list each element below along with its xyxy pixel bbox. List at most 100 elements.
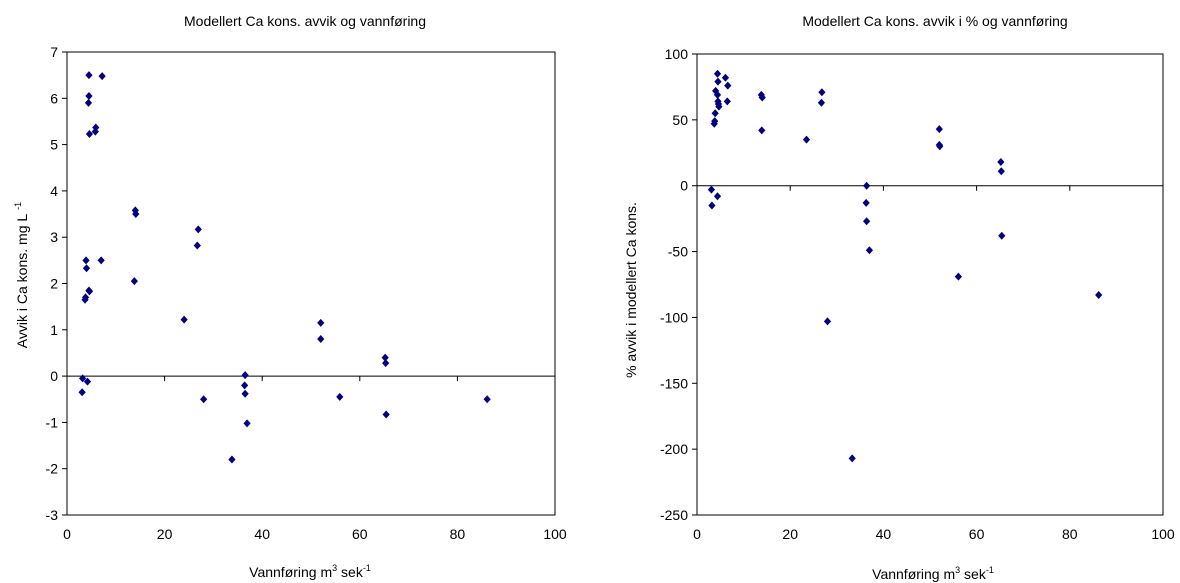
data-point: [85, 71, 93, 80]
data-point: [382, 359, 390, 368]
data-point: [85, 287, 94, 296]
x-tick-label: 20: [782, 526, 798, 542]
data-point: [1095, 291, 1103, 300]
data-point: [818, 88, 826, 97]
data-point: [935, 125, 943, 134]
data-point: [723, 97, 731, 106]
chart-left-title: Modellert Ca kons. avvik og vannføring: [184, 13, 426, 29]
data-point: [317, 318, 325, 327]
data-point: [91, 127, 99, 136]
x-tick-label: 0: [693, 526, 701, 542]
data-point: [713, 192, 722, 201]
data-point: [954, 272, 963, 281]
data-point: [228, 455, 236, 464]
data-point: [243, 419, 251, 428]
y-tick-label: -200: [660, 441, 688, 457]
data-point: [713, 69, 722, 78]
data-point: [92, 123, 100, 132]
data-point: [241, 389, 249, 398]
chart-left-y-axis-label: Avvik i Ca kons. mg L-1: [13, 202, 30, 348]
chart-right-plot-frame: [696, 53, 1164, 516]
x-tick-label: 20: [157, 526, 173, 542]
data-point: [802, 135, 811, 144]
y-tick-label: 6: [50, 90, 58, 106]
x-tick-label: 60: [969, 526, 985, 542]
data-point: [97, 256, 105, 265]
x-tick-label: 100: [1151, 526, 1175, 542]
y-tick-label: -250: [660, 507, 688, 523]
x-tick-label: 40: [876, 526, 892, 542]
data-point: [715, 102, 723, 111]
y-tick-label: 5: [50, 137, 58, 153]
x-tick-label: 100: [543, 526, 567, 542]
data-point: [936, 142, 944, 151]
chart-right-title: Modellert Ca kons. avvik i % og vannføri…: [802, 13, 1067, 29]
data-point: [817, 98, 826, 107]
x-tick-label: 0: [63, 526, 71, 542]
y-tick-label: 0: [50, 368, 58, 384]
y-tick-label: -2: [46, 461, 59, 477]
data-point: [721, 73, 730, 82]
y-tick-label: -150: [660, 375, 688, 391]
chart-left-x-ticks: 0 20 40 60 80 100: [63, 376, 567, 542]
data-point: [85, 129, 94, 138]
chart-left-points: [78, 71, 491, 464]
chart-right-x-ticks: 0 20 40 60 80 100: [693, 185, 1175, 542]
y-tick-label: 2: [50, 276, 58, 292]
data-point: [98, 72, 106, 81]
chart-left-x-axis-label: Vannføring m3 sek-1: [249, 563, 371, 580]
data-point: [708, 201, 716, 210]
y-tick-label: -3: [46, 507, 59, 523]
chart-left-plot-frame: [66, 51, 556, 516]
data-point: [483, 395, 491, 404]
data-point: [714, 77, 722, 86]
data-point: [336, 392, 344, 401]
y-tick-label: 3: [50, 229, 58, 245]
data-point: [382, 410, 390, 419]
data-point: [862, 198, 870, 207]
chart-right-points: [707, 69, 1103, 463]
data-point: [863, 217, 871, 226]
data-point: [83, 377, 92, 386]
data-point: [200, 395, 208, 404]
data-point: [180, 315, 188, 324]
data-point: [194, 225, 202, 234]
data-point: [193, 241, 201, 250]
y-tick-label: 7: [50, 44, 58, 60]
data-point: [997, 158, 1005, 167]
x-tick-label: 80: [1062, 526, 1078, 542]
y-tick-label: -100: [660, 309, 688, 325]
y-tick-label: 100: [665, 46, 689, 62]
chart-left: Modellert Ca kons. avvik og vannføring -…: [13, 13, 567, 580]
chart-right-y-axis-label: % avvik i modellert Ca kons.: [623, 202, 639, 378]
data-point: [85, 91, 93, 100]
chart-right-x-axis-label: Vannføring m3 sek-1: [872, 565, 994, 582]
data-point: [130, 277, 138, 286]
data-point: [84, 98, 93, 107]
data-point: [758, 93, 766, 102]
x-tick-label: 60: [352, 526, 368, 542]
data-point: [79, 374, 87, 383]
data-point: [131, 206, 139, 215]
x-tick-label: 40: [254, 526, 270, 542]
data-point: [865, 246, 874, 255]
data-point: [711, 109, 719, 118]
chart-right: Modellert Ca kons. avvik i % og vannføri…: [623, 13, 1175, 582]
data-point: [707, 185, 716, 194]
data-point: [81, 293, 90, 302]
data-point: [998, 231, 1006, 240]
data-point: [997, 167, 1005, 176]
data-point: [848, 454, 856, 463]
y-tick-label: -50: [668, 244, 688, 260]
data-point: [758, 126, 766, 135]
y-tick-label: 1: [50, 322, 58, 338]
y-tick-label: 50: [672, 112, 688, 128]
data-point: [711, 117, 719, 126]
chart-right-y-ticks: -250 -200 -150 -100 -50 0 50 100: [660, 46, 697, 523]
chart-left-y-ticks: -3 -2 -1 0 1 2 3 4 5 6 7: [46, 44, 67, 523]
data-point: [381, 353, 389, 362]
data-point: [317, 335, 325, 344]
data-point: [78, 388, 86, 397]
data-point: [82, 256, 90, 265]
